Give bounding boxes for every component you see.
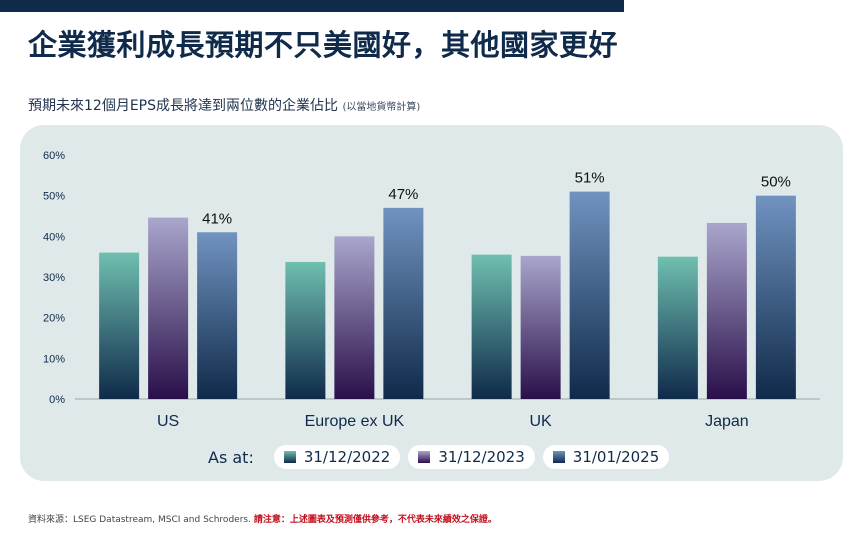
x-category-label: US xyxy=(157,413,179,430)
legend-swatch-2025 xyxy=(552,451,565,463)
disclaimer-text: 請注意：上述圖表及預測僅供參考，不代表未來績效之保證。 xyxy=(253,515,497,525)
y-tick-label: 30% xyxy=(43,272,65,284)
bar-uk-31-12-2023 xyxy=(520,255,561,399)
y-tick-label: 60% xyxy=(43,150,65,162)
legend-item-2023: 31/12/2023 xyxy=(408,445,535,469)
bar-japan-31-01-2025 xyxy=(755,195,796,399)
source-text: 資料來源：LSEG Datastream, MSCI and Schroders… xyxy=(28,515,251,525)
legend-item-2025: 31/01/2025 xyxy=(542,445,670,469)
y-tick-label: 0% xyxy=(49,394,65,406)
chart-subtitle: 預期未來12個月EPS成長將達到兩位數的企業佔比 (以當地貨幣計算) xyxy=(28,95,420,115)
bar-europe-ex-uk-31-12-2023 xyxy=(334,236,375,399)
page-title: 企業獲利成長預期不只美國好，其他國家更好 xyxy=(28,28,619,62)
y-tick-label: 50% xyxy=(43,191,65,203)
bar-europe-ex-uk-31-01-2025 xyxy=(383,207,424,399)
subtitle-text: 預期未來12個月EPS成長將達到兩位數的企業佔比 xyxy=(28,98,338,114)
bar-uk-31-12-2022 xyxy=(471,254,512,399)
x-category-label: Europe ex UK xyxy=(305,413,405,430)
subtitle-note: (以當地貨幣計算) xyxy=(342,102,421,113)
legend-swatch-2022 xyxy=(283,451,296,463)
x-category-label: UK xyxy=(530,413,553,430)
data-label: 41% xyxy=(202,210,232,227)
top-accent-bar xyxy=(0,0,624,12)
y-tick-label: 20% xyxy=(43,313,65,325)
data-label: 47% xyxy=(388,186,418,203)
legend: As at: 31/12/2022 31/12/2023 31/01/2025 xyxy=(208,445,670,469)
y-tick-label: 10% xyxy=(43,353,65,365)
bar-japan-31-12-2023 xyxy=(706,222,747,399)
legend-label-2022: 31/12/2022 xyxy=(303,448,391,466)
bar-chart: 0% 10% 20% 30% 40% 50% 60% 41% US 47% Europe ex UK… xyxy=(43,150,820,430)
legend-label-2025: 31/01/2025 xyxy=(572,448,660,466)
legend-prefix: As at: xyxy=(208,447,254,467)
legend-label-2023: 31/12/2023 xyxy=(438,448,525,466)
y-tick-label: 40% xyxy=(43,231,65,243)
legend-item-2022: 31/12/2022 xyxy=(273,445,401,469)
bar-us-31-12-2023 xyxy=(148,217,189,399)
data-label: 51% xyxy=(575,170,605,187)
bar-us-31-12-2022 xyxy=(99,252,140,399)
bar-japan-31-12-2022 xyxy=(657,256,698,399)
bar-us-31-01-2025 xyxy=(197,232,238,399)
bar-europe-ex-uk-31-12-2022 xyxy=(285,261,326,399)
x-category-label: Japan xyxy=(705,413,749,430)
legend-swatch-2023 xyxy=(418,451,431,463)
data-label: 50% xyxy=(761,174,791,191)
source-note: 資料來源：LSEG Datastream, MSCI and Schroders… xyxy=(28,512,497,525)
bar-uk-31-01-2025 xyxy=(569,191,610,399)
